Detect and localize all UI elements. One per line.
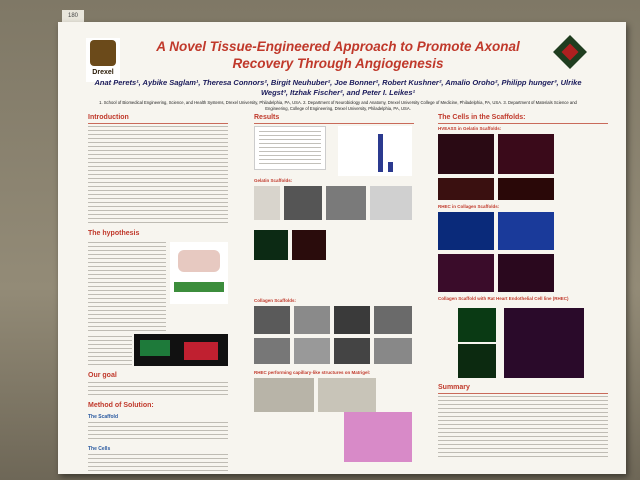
cells-image-5 xyxy=(438,212,494,250)
cells-image-10 xyxy=(458,344,496,378)
gelatin-fluor-1 xyxy=(254,230,288,260)
gelatin-sem-2 xyxy=(326,186,366,220)
gelatin-sem-1 xyxy=(284,186,322,220)
method-cells-subhead: The Cells xyxy=(88,446,111,452)
collagen-sem-3 xyxy=(334,306,370,334)
gelatin-fluor-2 xyxy=(292,230,326,260)
collagen-sem-8 xyxy=(374,338,412,364)
collagen-sem-7 xyxy=(334,338,370,364)
collagen-sem-4 xyxy=(374,306,412,334)
diagram-label-bar xyxy=(174,282,224,292)
matrigel-photo-3 xyxy=(344,412,412,462)
collagen-sem-1 xyxy=(254,306,290,334)
cells-caption-3: Collagen Scaffold with Rat Heart Endothe… xyxy=(438,296,569,301)
department-logo-icon xyxy=(553,35,587,69)
collagen-caption: Collagen Scaffolds: xyxy=(254,298,297,303)
intro-heading: Introduction xyxy=(88,114,129,121)
drexel-logo: Drexel xyxy=(86,38,120,82)
matrigel-photo-2 xyxy=(318,378,376,412)
poster-title: A Novel Tissue-Engineered Approach to Pr… xyxy=(156,39,520,71)
cells-image-6 xyxy=(498,212,554,250)
research-poster: Drexel A Novel Tissue-Engineered Approac… xyxy=(58,22,626,474)
diagram-scaffold-shape xyxy=(178,250,220,272)
cells-image-1 xyxy=(438,134,494,174)
hypothesis-text-block xyxy=(88,242,166,334)
cells-caption-1: HVEASS in Gelatin Scaffolds: xyxy=(438,126,502,131)
cells-image-7 xyxy=(438,254,494,292)
intro-text-block xyxy=(88,126,228,226)
chart-bar-short xyxy=(388,162,393,172)
collagen-sem-5 xyxy=(254,338,290,364)
results-heading: Results xyxy=(254,114,280,121)
cells-image-11 xyxy=(504,308,584,378)
hypothesis-fluorescence-image xyxy=(134,334,228,366)
summary-text-block xyxy=(438,396,608,458)
cells-heading: The Cells in the Scaffolds: xyxy=(438,114,526,121)
gelatin-photo-1 xyxy=(254,186,280,220)
summary-rule xyxy=(438,393,608,394)
matrigel-photo-1 xyxy=(254,378,314,412)
intro-rule xyxy=(88,123,228,124)
wall-tag: 180 xyxy=(62,10,84,22)
cells-image-8 xyxy=(498,254,554,292)
results-rule xyxy=(254,123,414,124)
poster-authors: Anat Perets¹, Aybike Saglam¹, Theresa Co… xyxy=(94,78,582,97)
cells-rule xyxy=(438,123,608,124)
gelatin-caption: Gelatin Scaffolds: xyxy=(254,178,293,183)
hypothesis-diagram xyxy=(170,242,228,304)
cells-image-9 xyxy=(458,308,496,342)
collagen-sem-2 xyxy=(294,306,330,334)
dragon-icon xyxy=(90,40,116,66)
method-heading: Method of Solution: xyxy=(88,402,154,409)
hypothesis-heading: The hypothesis xyxy=(88,230,140,237)
method-scaffold-subhead: The Scaffold xyxy=(88,414,119,420)
chart-bar-tall xyxy=(378,134,383,172)
cells-image-4 xyxy=(498,178,554,200)
summary-heading: Summary xyxy=(438,384,470,391)
results-bar-chart xyxy=(338,126,412,176)
fluorescence-green-region xyxy=(140,340,170,356)
cells-image-2 xyxy=(498,134,554,174)
cells-caption-2: RHEC in Collagen Scaffolds: xyxy=(438,204,500,209)
results-table-text xyxy=(259,131,321,165)
method-cells-text xyxy=(88,454,228,472)
goal-heading: Our goal xyxy=(88,372,117,379)
results-table xyxy=(254,126,326,170)
goal-text-block xyxy=(88,382,228,396)
gelatin-sem-3 xyxy=(370,186,412,220)
drexel-logo-text: Drexel xyxy=(92,69,114,76)
fluorescence-red-region xyxy=(184,342,218,360)
cells-image-3 xyxy=(438,178,494,200)
poster-affiliations: 1. School of Biomedical Engineering, Sci… xyxy=(99,100,577,111)
rhec-matrigel-caption: RHEC performing capillary-like structure… xyxy=(254,370,371,375)
hypothesis-caption-text xyxy=(88,336,132,366)
method-scaffold-text xyxy=(88,422,228,442)
collagen-sem-6 xyxy=(294,338,330,364)
